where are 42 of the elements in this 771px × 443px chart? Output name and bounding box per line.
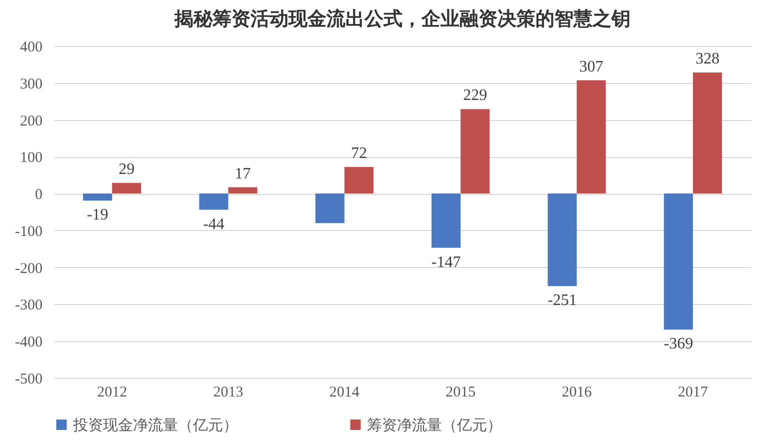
bar [315,194,344,224]
y-tick-label: 0 [35,187,42,204]
data-label: -251 [548,292,577,310]
bar [548,194,577,286]
data-label: 307 [579,58,604,76]
bar [228,187,258,194]
bar [692,72,722,194]
y-tick-label: -400 [15,334,42,351]
bar [199,194,228,210]
data-label: 17 [234,165,251,182]
data-label: -147 [431,254,461,271]
bar [664,194,693,330]
x-tick-label: 2013 [213,384,244,400]
data-label: 29 [118,160,135,178]
y-tick-label: -500 [15,372,42,388]
data-label: 72 [350,144,367,162]
data-label: 328 [695,50,720,68]
bar [112,182,142,194]
x-tick-label: 2012 [97,384,128,400]
y-tick-label: 300 [20,76,42,92]
legend-label: 筹资净流量（亿元） [367,416,502,434]
y-tick-label: 400 [20,40,42,56]
legend-label: 投资现金净流量（亿元） [72,416,238,434]
y-tick-label: 200 [20,113,42,130]
data-label: 229 [463,87,488,104]
bar [432,194,461,248]
data-label: -19 [86,206,108,224]
bar [576,80,606,194]
y-tick-label: -300 [15,298,42,314]
bar [83,194,112,201]
x-tick-label: 2017 [678,384,708,400]
x-tick-label: 2015 [446,384,476,400]
data-label: -44 [203,216,224,233]
y-tick-label: 100 [20,150,42,166]
bar [460,109,490,194]
chart-title: 揭秘筹资活动现金流出公式，企业融资决策的智慧之钥 [174,8,630,30]
y-tick-label: -200 [15,260,42,277]
x-tick-label: 2014 [329,384,360,400]
y-tick-label: -100 [15,224,42,240]
x-tick-label: 2016 [562,384,592,400]
bar [344,166,374,194]
data-label: -369 [664,336,694,353]
